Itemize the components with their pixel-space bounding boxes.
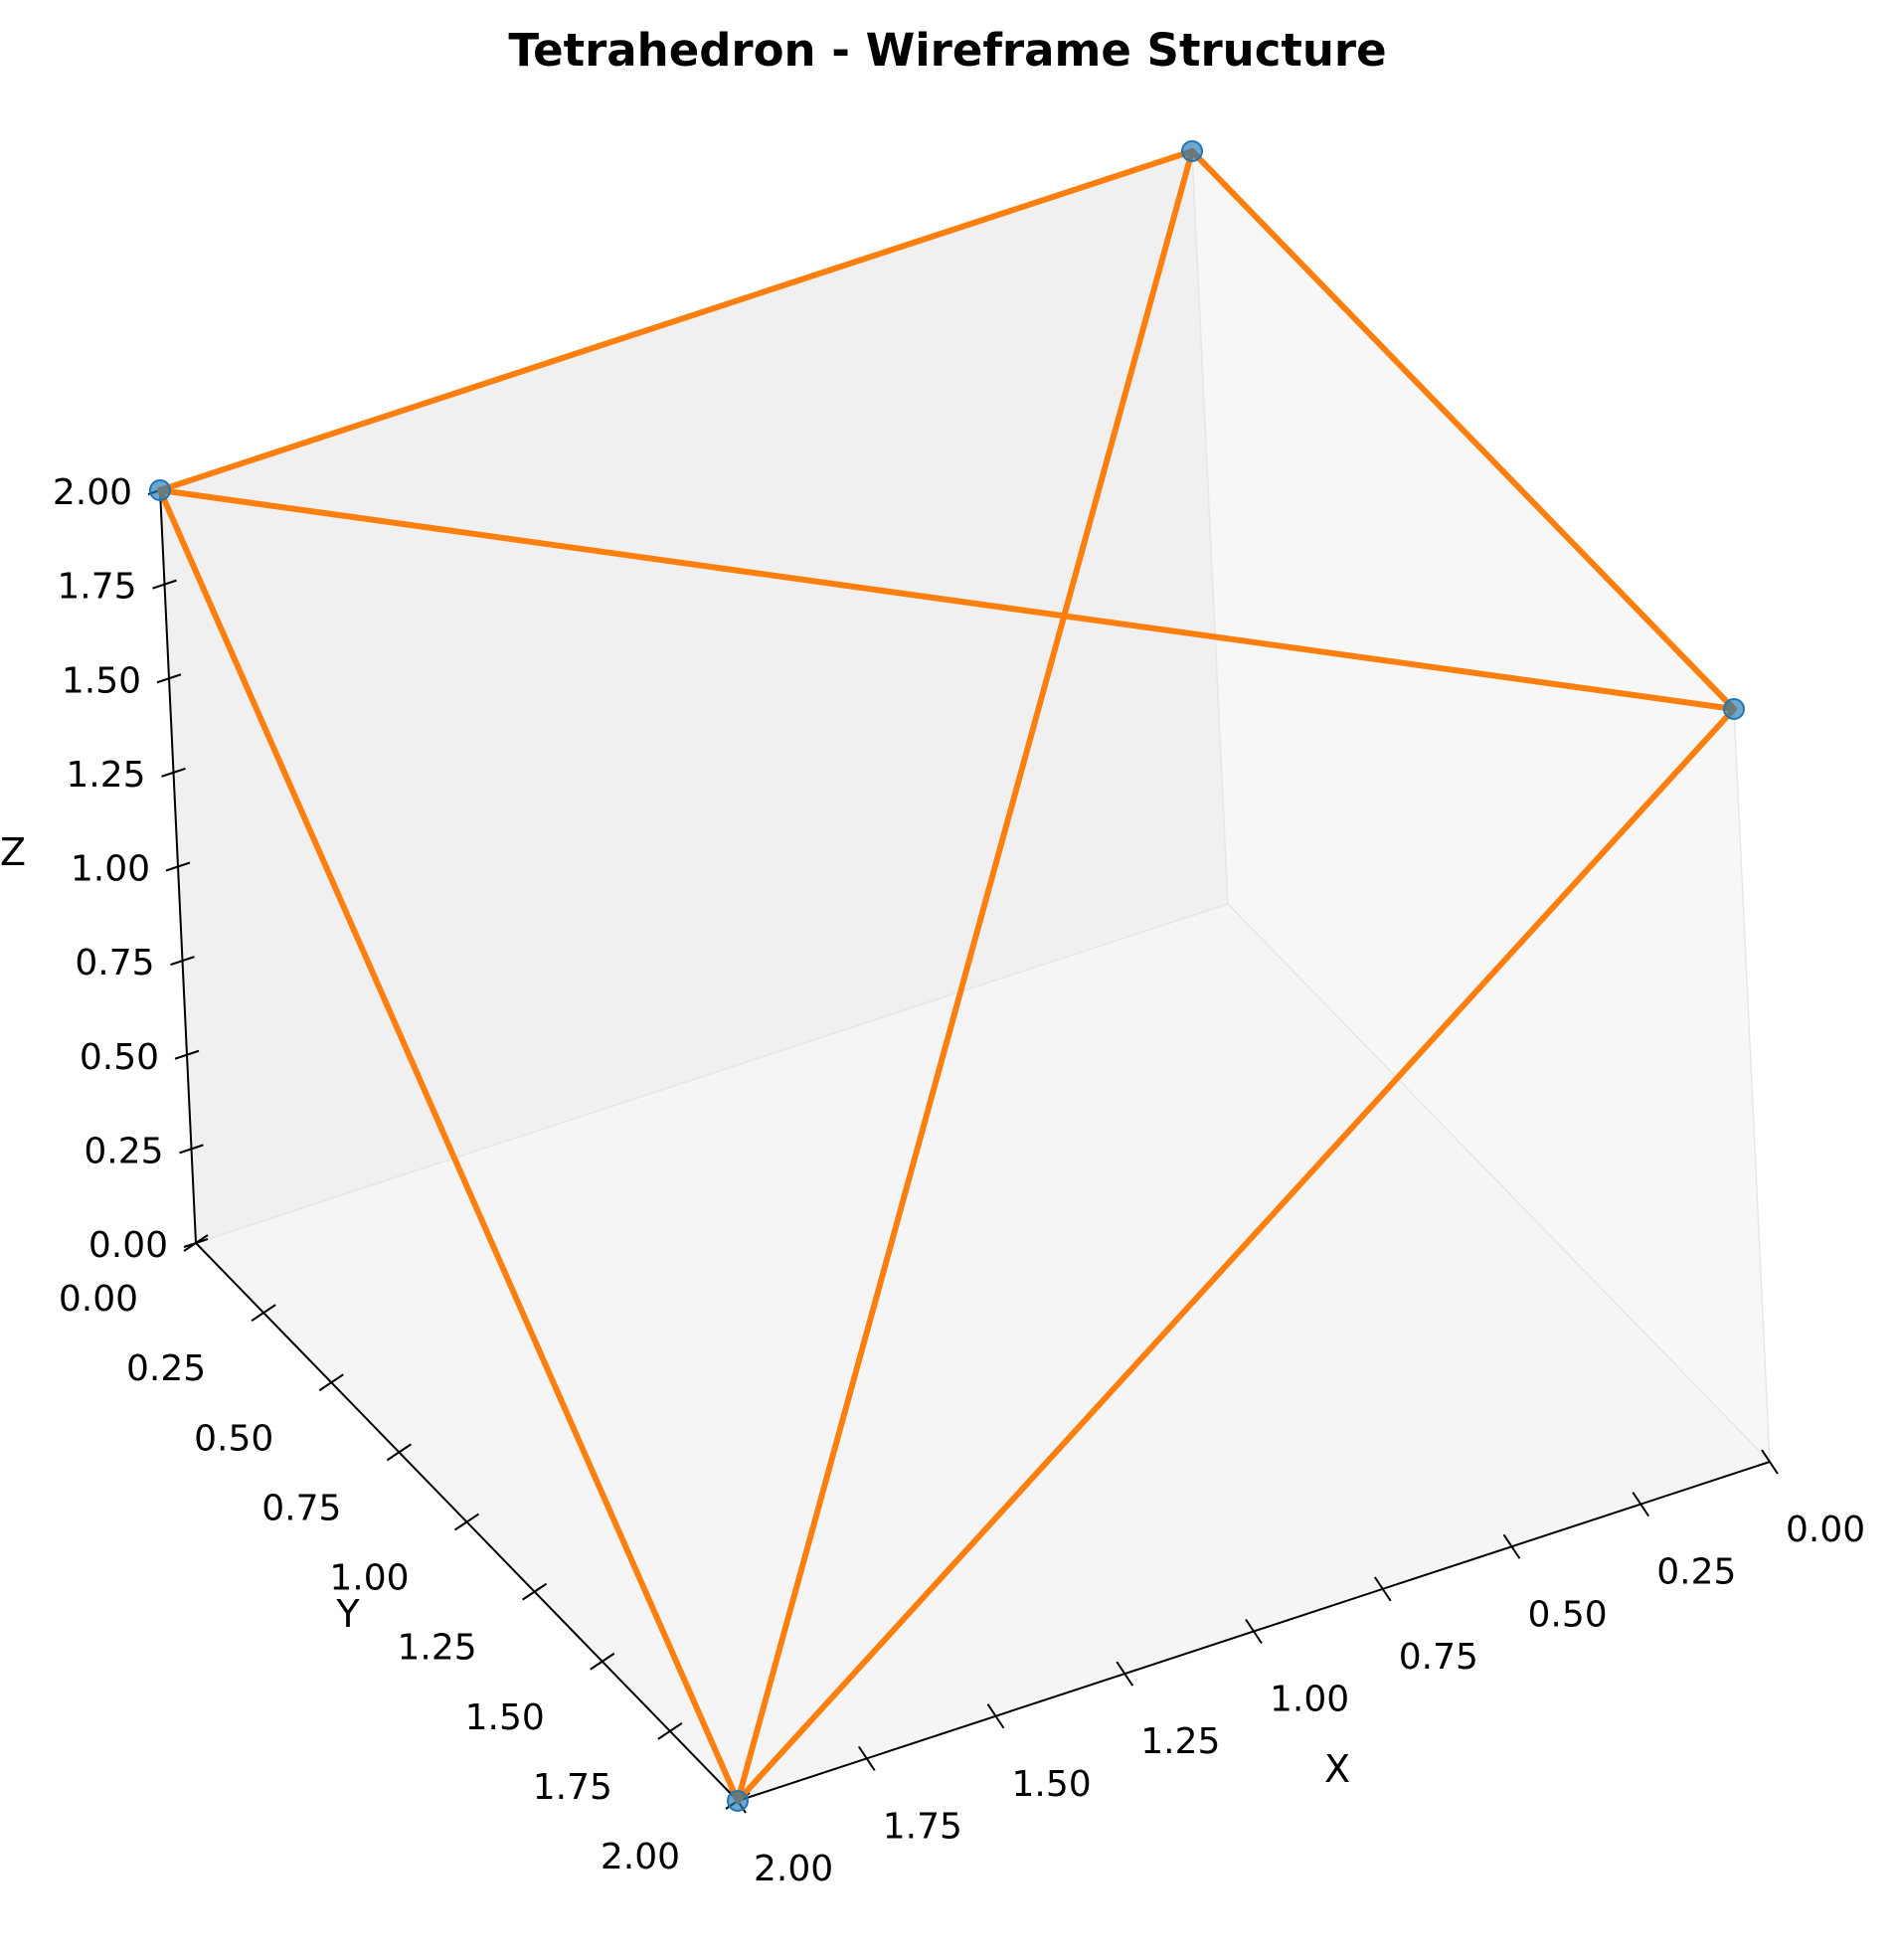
z-tick-1 (179, 1144, 204, 1155)
x-tick-5 (1116, 1661, 1134, 1687)
y-tick-label-7: 1.75 (533, 1767, 612, 1808)
y-tick-6 (590, 1652, 615, 1671)
x-tick-label-3: 0.75 (1399, 1637, 1478, 1678)
z-tick-6 (156, 673, 182, 684)
x-tick-label-8: 2.00 (754, 1849, 833, 1889)
edge-2 (157, 487, 741, 1804)
x-tick-label-4: 1.00 (1270, 1680, 1349, 1720)
wireframe-edges (157, 148, 1737, 1804)
ticks: 0.00 0.25 0.50 0.75 1.00 1.25 1.50 1.75 2.00 0.00… (53, 472, 1865, 1889)
y-tick-1 (251, 1304, 276, 1322)
x-tick-7 (857, 1745, 876, 1771)
z-tick-label-5: 1.25 (66, 755, 145, 796)
y-tick-label-6: 1.50 (465, 1697, 545, 1738)
x-tick-label-0: 0.00 (1786, 1510, 1865, 1550)
edge-3 (1189, 148, 1737, 712)
vertex-0 (727, 1790, 749, 1812)
z-tick-7 (152, 579, 177, 590)
y-tick-label-1: 0.25 (126, 1348, 206, 1389)
edge-1 (735, 706, 1737, 1804)
edge-0 (735, 148, 1195, 1804)
y-tick-2 (318, 1373, 344, 1392)
x-tick-3 (1373, 1576, 1392, 1602)
z-tick-4 (165, 861, 191, 872)
x-tick-2 (1502, 1533, 1521, 1559)
x-tick-label-5: 1.25 (1140, 1721, 1220, 1762)
x-tick-label-7: 1.75 (883, 1806, 962, 1847)
vertex-1 (1181, 140, 1203, 162)
z-tick-label-6: 1.50 (62, 660, 141, 701)
edge-4 (157, 148, 1195, 493)
x-tick-label-2: 0.50 (1528, 1594, 1608, 1635)
x-tick-label-6: 1.50 (1012, 1764, 1092, 1805)
y-tick-3 (386, 1443, 412, 1462)
z-tick-0 (183, 1238, 209, 1248)
chart-title: Tetrahedron - Wireframe Structure (508, 24, 1386, 77)
x-tick-0 (1761, 1449, 1779, 1475)
vertex-3 (149, 479, 171, 501)
y-tick-label-8: 2.00 (601, 1837, 680, 1877)
z-tick-label-8: 2.00 (53, 472, 132, 513)
y-axis-label: Y (335, 1592, 360, 1636)
x-axis-label: X (1324, 1747, 1350, 1791)
x-tick-4 (1245, 1618, 1263, 1645)
edge-5 (157, 487, 1737, 712)
z-tick-5 (161, 767, 186, 778)
z-tick-label-4: 1.00 (71, 849, 150, 890)
y-tick-4 (453, 1513, 480, 1531)
vertex-2 (1723, 698, 1745, 720)
y-tick-label-5: 1.25 (397, 1628, 476, 1669)
axis-panes (159, 149, 1772, 1802)
z-tick-label-1: 0.25 (84, 1131, 163, 1171)
y-tick-label-3: 0.75 (261, 1488, 341, 1528)
y-tick-7 (657, 1722, 683, 1740)
x-tick-6 (986, 1703, 1005, 1729)
x-tick-label-1: 0.25 (1656, 1552, 1736, 1593)
x-tick-1 (1632, 1492, 1650, 1517)
z-tick-label-7: 1.75 (57, 567, 136, 608)
z-tick-2 (174, 1049, 200, 1060)
y-tick-label-2: 0.50 (194, 1418, 273, 1459)
z-tick-label-0: 0.00 (88, 1225, 168, 1266)
vertices (149, 140, 1745, 1812)
y-tick-label-0: 0.00 (59, 1279, 138, 1320)
z-axis-label: Z (0, 830, 26, 874)
z-tick-3 (170, 956, 195, 967)
y-tick-5 (522, 1582, 548, 1601)
z-tick-label-2: 0.50 (80, 1037, 159, 1078)
z-tick-label-3: 0.75 (75, 943, 154, 983)
y-tick-label-4: 1.00 (329, 1558, 409, 1599)
